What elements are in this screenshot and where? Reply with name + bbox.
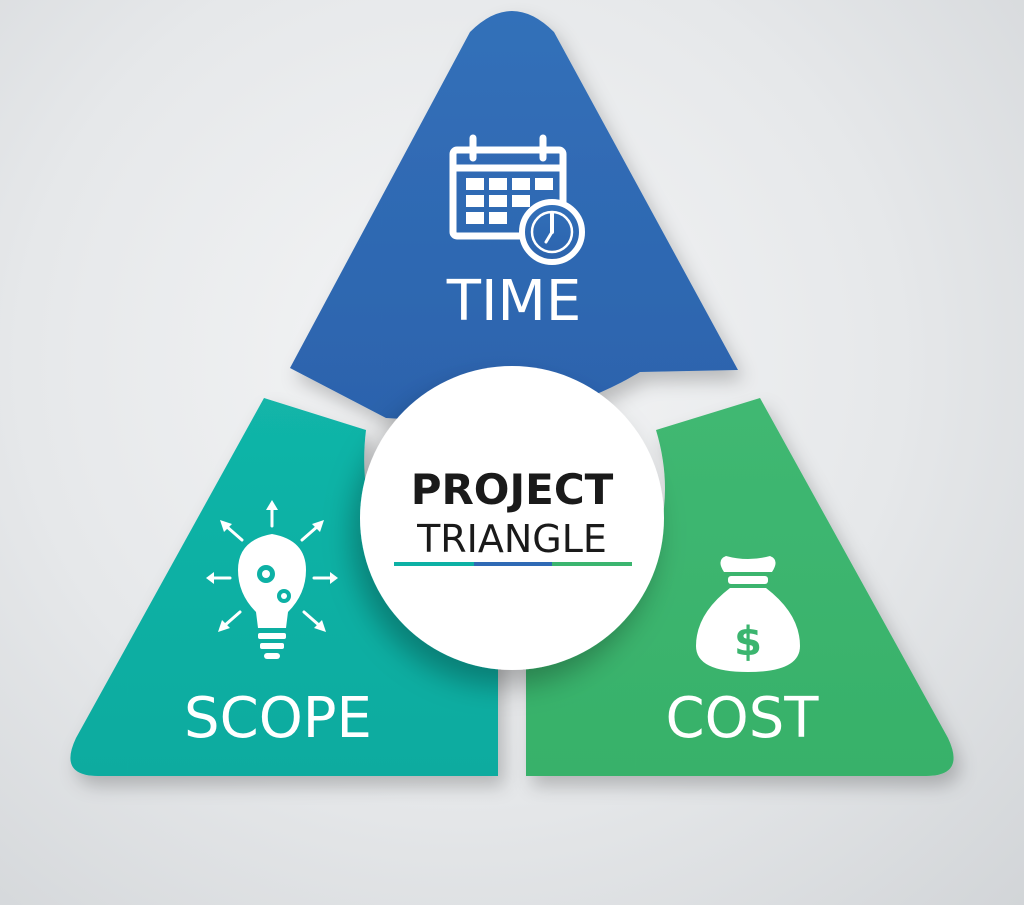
time-label: TIME [446,269,581,334]
time-segment-shape [290,11,738,420]
center-title-line2: TRIANGLE [416,517,607,561]
underline-blue [474,562,552,566]
cost-label: COST [666,686,820,751]
center-underline [394,562,632,566]
center-circle: PROJECT TRIANGLE [360,366,664,670]
scope-label: SCOPE [184,686,372,751]
center-circle-shape [360,366,664,670]
time-segment: TIME [290,11,738,420]
lightbulb-gears-icon [206,500,338,659]
scope-segment: SCOPE [70,398,498,776]
cost-segment-shape [526,398,954,776]
money-bag-icon: $ [696,556,800,672]
calendar-clock-icon [449,134,585,265]
underline-teal [394,562,474,566]
center-title-line1: PROJECT [411,465,614,514]
underline-green [552,562,632,566]
dollar-sign-glyph: $ [734,619,762,665]
cost-segment: $ COST [526,398,954,776]
